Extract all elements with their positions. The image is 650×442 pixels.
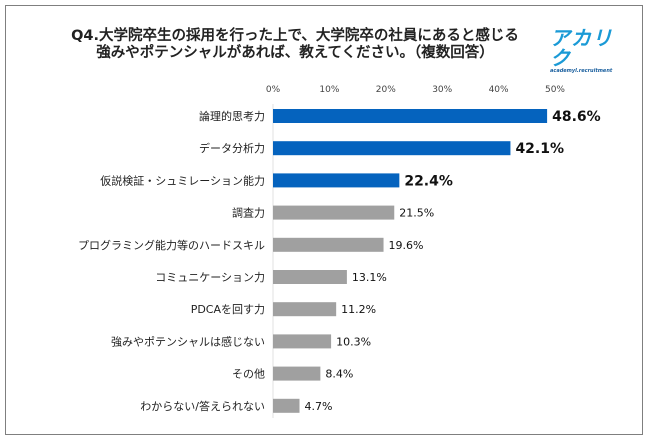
chart-title: Q4.大学院卒生の採用を行った上で、大学院卒の社員にあると感じる 強みやポテンシ… [60,28,530,62]
logo-main: アカリク [550,26,613,70]
title-line-1: Q4.大学院卒生の採用を行った上で、大学院卒の社員にあると感じる [71,28,519,44]
category-label: わからない/答えられない [140,399,265,413]
data-label: 19.6% [389,239,424,252]
title-line-2: 強みやポテンシャルがあれば、教えてください。（複数回答） [96,45,494,61]
category-label: 仮説検証・シュミレーション能力 [100,173,265,187]
category-label: 強みやポテンシャルは感じない [111,335,265,348]
x-tick-label: 0% [266,85,281,95]
data-label: 22.4% [404,173,453,189]
category-label: 調査力 [232,206,265,220]
bar [273,237,384,252]
x-tick-label: 50% [545,85,565,95]
data-label: 21.5% [399,207,434,220]
data-label: 10.3% [336,335,371,348]
x-tick-label: 30% [432,85,452,95]
bar [273,334,332,349]
data-label: 11.2% [341,303,376,316]
logo-sub: academyl.recruitment [550,68,613,74]
bar [273,205,395,220]
bar [273,270,347,284]
category-label: コミュニケーション力 [155,271,265,284]
category-label: その他 [232,368,265,381]
data-label: 13.1% [352,271,387,284]
data-label: 4.7% [305,400,333,413]
data-label: 48.6% [552,109,601,125]
bar [273,302,337,317]
category-label: プログラミング能力等のハードスキル [78,238,265,252]
bar [273,398,300,413]
data-label: 42.1% [515,141,564,157]
bar [273,366,321,381]
x-tick-label: 40% [489,85,509,95]
acaric-logo: アカリク academyl.recruitment [550,28,632,74]
category-label: データ分析力 [199,141,265,155]
category-label: PDCAを回す力 [191,303,265,316]
data-label: 8.4% [325,368,353,381]
bar [273,141,511,156]
bar [273,109,548,123]
category-label: 論理的思考力 [199,109,265,123]
bar [273,173,400,188]
chart-frame [5,5,643,435]
x-tick-label: 10% [319,85,339,95]
x-tick-label: 20% [376,85,396,95]
